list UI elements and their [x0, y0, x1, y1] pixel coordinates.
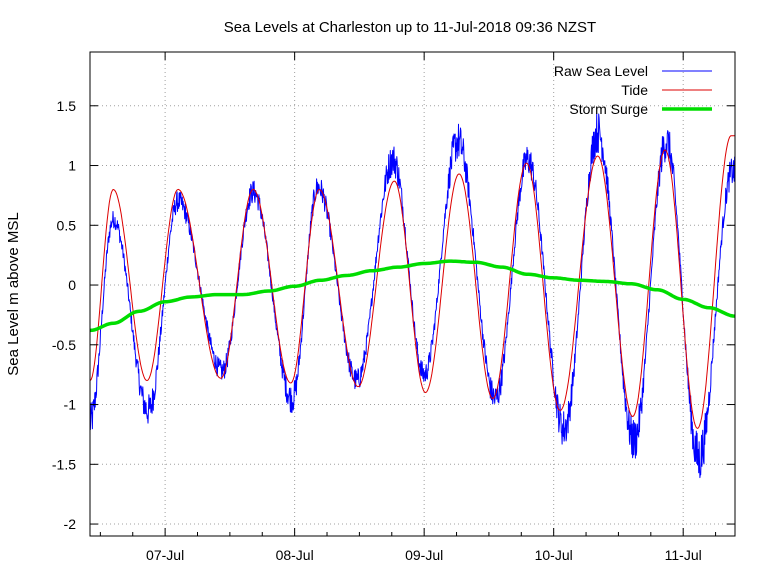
legend: Raw Sea Level Tide Storm Surge	[554, 63, 712, 117]
y-tick-label: 0	[68, 277, 76, 293]
y-tick-label: -1	[64, 397, 77, 413]
x-tick-label: 09-Jul	[405, 547, 443, 563]
y-tick-label: 1.5	[57, 98, 77, 114]
plot-area	[90, 113, 735, 479]
x-tick-label: 07-Jul	[146, 547, 184, 563]
y-tick-label: -2	[64, 516, 77, 532]
grid	[90, 52, 735, 536]
legend-label: Raw Sea Level	[554, 63, 648, 79]
plot-frame	[89, 51, 736, 537]
x-tick-label: 10-Jul	[535, 547, 573, 563]
series-line-tide	[90, 135, 735, 429]
y-tick-label: -1.5	[52, 456, 76, 472]
y-axis-label: Sea Level m above MSL	[5, 212, 22, 375]
series-line-storm-surge	[90, 259, 735, 333]
x-tick-label: 11-Jul	[665, 547, 702, 563]
chart-title: Sea Levels at Charleston up to 11-Jul-20…	[224, 19, 596, 36]
legend-label: Storm Surge	[569, 101, 648, 117]
y-tick-label: 0.5	[57, 217, 77, 233]
y-tick-label: 1	[68, 158, 76, 174]
x-tick-label: 08-Jul	[276, 547, 314, 563]
y-tick-label: -0.5	[52, 337, 76, 353]
axis-ticks: 1.5 1 0.5 0 -0.5 -1 -1.5 -2 07-Jul 08-Jul 09-Jul 10…	[52, 52, 735, 563]
legend-label: Tide	[621, 82, 648, 98]
